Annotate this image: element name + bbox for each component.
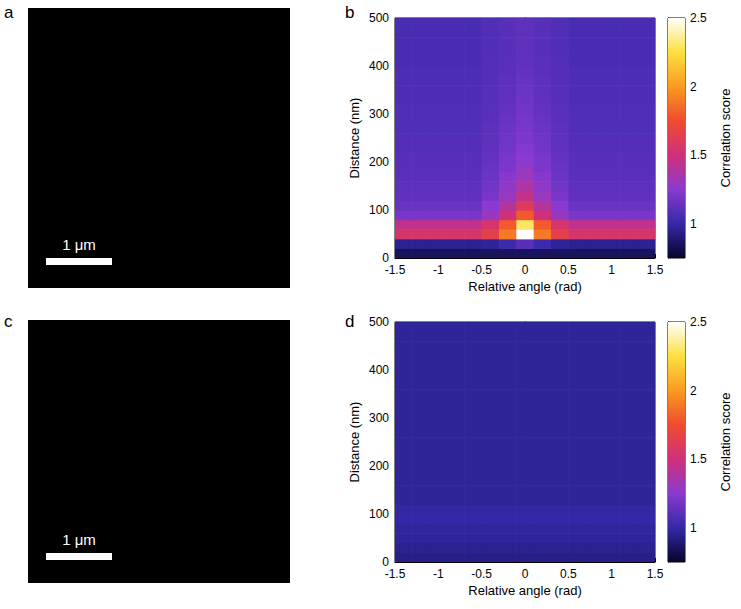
svg-text:1.5: 1.5 <box>647 263 664 277</box>
svg-text:1 μm: 1 μm <box>62 236 96 253</box>
svg-text:1 μm: 1 μm <box>62 531 96 548</box>
svg-text:Relative angle (rad): Relative angle (rad) <box>468 279 581 294</box>
svg-text:-0.5: -0.5 <box>471 263 492 277</box>
svg-text:400: 400 <box>369 59 389 73</box>
svg-text:0.5: 0.5 <box>560 567 577 581</box>
svg-text:400: 400 <box>369 363 389 377</box>
svg-text:0: 0 <box>522 263 529 277</box>
svg-text:c: c <box>4 312 13 331</box>
svg-text:0: 0 <box>382 251 389 265</box>
svg-text:1: 1 <box>690 217 697 231</box>
svg-text:100: 100 <box>369 507 389 521</box>
svg-text:100: 100 <box>369 203 389 217</box>
svg-text:1: 1 <box>608 567 615 581</box>
svg-text:2.5: 2.5 <box>690 315 707 329</box>
svg-text:1.5: 1.5 <box>690 148 707 162</box>
svg-text:2.5: 2.5 <box>690 11 707 25</box>
svg-text:-0.5: -0.5 <box>471 567 492 581</box>
svg-text:1.5: 1.5 <box>647 567 664 581</box>
svg-text:200: 200 <box>369 155 389 169</box>
svg-text:1.5: 1.5 <box>690 452 707 466</box>
svg-text:b: b <box>345 3 354 22</box>
svg-text:0: 0 <box>382 555 389 569</box>
svg-text:1: 1 <box>690 521 697 535</box>
svg-text:500: 500 <box>369 11 389 25</box>
svg-text:1: 1 <box>608 263 615 277</box>
svg-text:-1: -1 <box>433 567 444 581</box>
svg-text:-1: -1 <box>433 263 444 277</box>
svg-text:Correlation score: Correlation score <box>718 89 733 188</box>
svg-text:a: a <box>4 3 14 22</box>
svg-text:300: 300 <box>369 107 389 121</box>
svg-text:-1.5: -1.5 <box>385 567 406 581</box>
svg-text:200: 200 <box>369 459 389 473</box>
svg-text:-1.5: -1.5 <box>385 263 406 277</box>
svg-text:300: 300 <box>369 411 389 425</box>
svg-text:500: 500 <box>369 315 389 329</box>
svg-text:d: d <box>345 312 354 331</box>
svg-text:Correlation score: Correlation score <box>718 393 733 492</box>
svg-text:Distance (nm): Distance (nm) <box>347 98 362 179</box>
svg-text:Relative angle (rad): Relative angle (rad) <box>468 583 581 598</box>
svg-text:2: 2 <box>690 80 697 94</box>
svg-text:Distance (nm): Distance (nm) <box>347 402 362 483</box>
svg-text:0: 0 <box>522 567 529 581</box>
svg-text:0.5: 0.5 <box>560 263 577 277</box>
svg-text:2: 2 <box>690 384 697 398</box>
